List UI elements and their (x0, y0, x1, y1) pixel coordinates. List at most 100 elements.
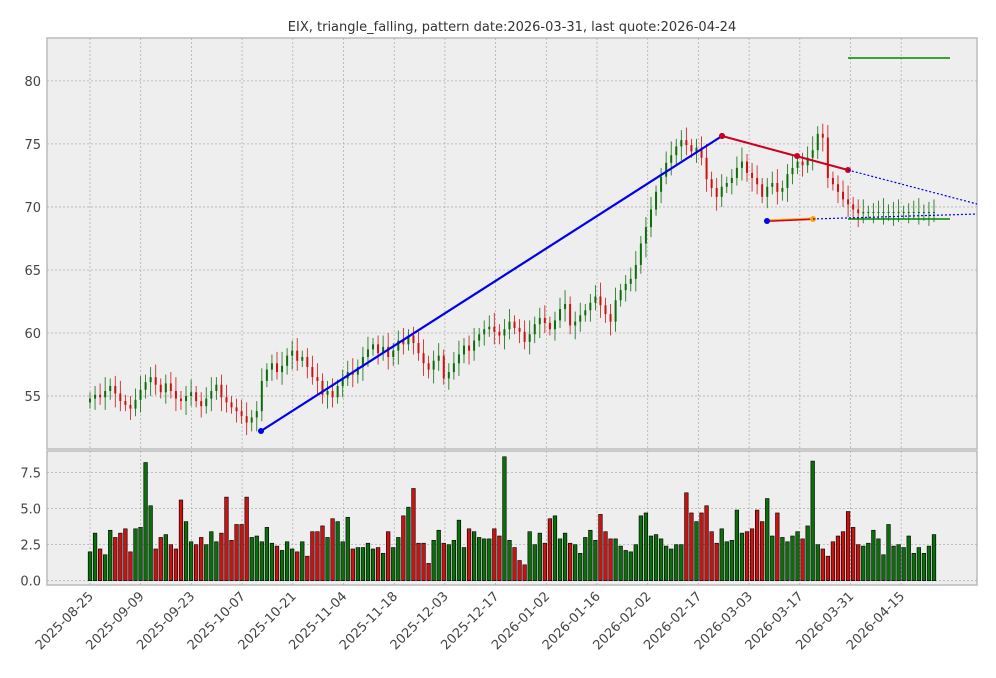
candle-body (94, 394, 97, 399)
volume-bar (466, 528, 472, 581)
volume-bar (714, 542, 719, 581)
price-panel-background (46, 37, 978, 450)
volume-bar (780, 537, 785, 581)
candle-body (437, 355, 440, 361)
price-tick-label: 65 (24, 264, 41, 279)
volume-bar (315, 531, 320, 581)
candle-body (609, 314, 612, 322)
candle-body (655, 191, 658, 210)
candle-body (356, 367, 359, 375)
volume-bar (365, 542, 371, 581)
candle-body (210, 391, 213, 399)
volume-axis-ticks: 0.0 2.5 5.0 7.5 (20, 467, 41, 590)
volume-bar (446, 544, 451, 581)
candle-body (533, 324, 536, 335)
candle-body (705, 157, 708, 180)
volume-bar (653, 534, 659, 581)
candle-body (660, 176, 663, 192)
volume-bar (320, 525, 325, 581)
price-tick-label: 75 (24, 138, 41, 153)
volume-bar (815, 544, 820, 581)
candle-body (220, 384, 223, 398)
volume-bar (188, 541, 194, 581)
candle-body (291, 350, 294, 356)
price-tick-label: 60 (24, 327, 41, 342)
candle-body (836, 184, 839, 192)
volume-bar (123, 528, 128, 581)
volume-bar (340, 541, 345, 581)
candle-body (185, 396, 188, 402)
candle-body (538, 317, 541, 325)
candle-body (245, 416, 248, 423)
volume-bar (618, 545, 623, 581)
volume-bar (734, 509, 740, 581)
candle-body (462, 345, 465, 355)
candle-body (164, 383, 167, 393)
volume-bar (507, 540, 512, 581)
candle-body (260, 380, 263, 412)
candle-body (301, 356, 304, 361)
volume-bar (214, 541, 219, 581)
candle-body (715, 188, 718, 197)
volume-bar (451, 540, 456, 581)
volume-bar (911, 553, 916, 581)
volume-bar (926, 545, 932, 581)
candle-body (372, 344, 375, 350)
candle-body (857, 209, 860, 214)
candle-body (574, 321, 577, 326)
volume-bar (355, 547, 360, 581)
volume-bar (153, 548, 158, 581)
candle-body (402, 340, 405, 345)
volume-bar (684, 492, 689, 581)
candle-body (912, 211, 915, 213)
candle-body (508, 321, 511, 330)
candle-body (513, 321, 516, 328)
volume-bar (542, 542, 547, 581)
volume-bar (239, 524, 244, 581)
candle-body (366, 349, 369, 357)
volume-bar (244, 496, 249, 581)
volume-bar (790, 535, 795, 581)
volume-bar (669, 548, 674, 581)
volume-bar (456, 519, 462, 581)
volume-bar (744, 531, 750, 581)
support-extension (812, 213, 978, 220)
candle-body (559, 309, 562, 321)
uptrend-line (260, 135, 723, 432)
volume-bar (194, 544, 199, 581)
volume-bar (679, 544, 684, 581)
candle-body (685, 140, 688, 146)
volume-bar (835, 535, 841, 581)
volume-bar (866, 542, 871, 581)
volume-bar (128, 551, 133, 581)
volume-bar (471, 531, 477, 581)
resistance-point-1 (719, 133, 725, 139)
candle-body (877, 211, 880, 213)
candle-body (457, 354, 460, 364)
volume-bar (345, 516, 350, 581)
candle-body (634, 264, 637, 279)
volume-bar (856, 544, 861, 581)
volume-bar (810, 460, 815, 581)
candle-body (311, 367, 314, 378)
volume-bar (633, 544, 638, 581)
candle-body (927, 211, 930, 213)
candle-body (190, 392, 193, 397)
candle-body (498, 331, 501, 336)
candle-body (720, 186, 723, 197)
candle-body (862, 211, 865, 214)
candle-body (275, 363, 278, 373)
volume-bar (249, 537, 254, 581)
volume-bar (183, 521, 189, 581)
candle-body (639, 243, 642, 265)
candle-body (382, 346, 385, 354)
volume-bar (674, 544, 679, 581)
candle-body (796, 161, 799, 168)
volume-bar (325, 537, 330, 581)
candle-body (528, 334, 531, 342)
volume-bar (234, 524, 239, 581)
candle-body (771, 182, 774, 187)
volume-bar (133, 528, 138, 581)
volume-bar (517, 560, 522, 581)
